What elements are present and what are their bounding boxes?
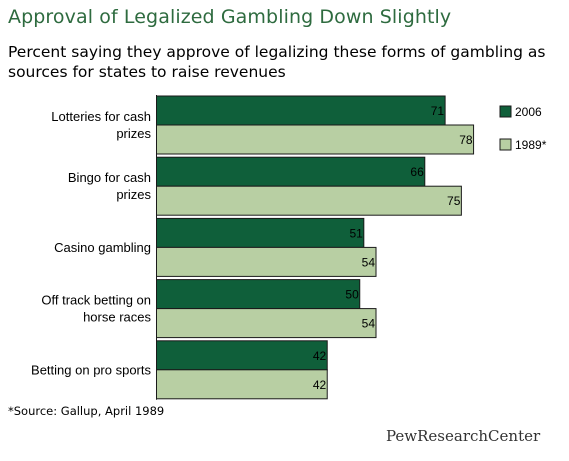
bar-value-label: 71 (431, 104, 445, 118)
bar-value-label: 50 (345, 288, 359, 302)
chart-title: Approval of Legalized Gambling Down Slig… (8, 6, 452, 28)
bar-1989 (156, 246, 377, 277)
bar-value-label: 42 (313, 378, 327, 392)
bar-2006 (156, 156, 426, 187)
bar-1989 (156, 369, 328, 400)
bar-value-label: 75 (447, 194, 461, 208)
bar-value-label: 42 (313, 349, 327, 363)
bar-2006 (156, 340, 328, 371)
category-label: Off track betting on (41, 293, 151, 308)
category-label: horse races (83, 310, 151, 325)
bar-value-label: 51 (349, 226, 363, 240)
legend-swatch-2006 (499, 105, 512, 118)
chart-subtitle: Percent saying they approve of legalizin… (8, 43, 546, 81)
category-label: prizes (116, 187, 151, 202)
bar-1989 (156, 308, 377, 339)
legend-label-2006: 2006 (515, 105, 542, 119)
category-label: prizes (116, 126, 151, 141)
legend-swatch-1989 (499, 138, 512, 151)
bar-value-label: 78 (459, 133, 473, 147)
bar-1989 (156, 185, 462, 216)
bar-value-label: 54 (362, 317, 376, 331)
bar-value-label: 66 (410, 165, 424, 179)
bar-2006 (156, 217, 365, 248)
bar-2006 (156, 95, 446, 126)
pew-research-center-logo: PewResearchCenter (386, 427, 541, 445)
source-footnote: *Source: Gallup, April 1989 (8, 404, 165, 418)
category-label: Lotteries for cash (51, 109, 151, 124)
bar-1989 (156, 124, 475, 155)
bar-2006 (156, 279, 361, 310)
bar-value-label: 54 (362, 255, 376, 269)
legend-label-1989: 1989* (515, 138, 547, 152)
category-label: Casino gambling (54, 240, 151, 255)
category-label: Bingo for cash (68, 170, 151, 185)
category-label: Betting on pro sports (31, 362, 151, 377)
